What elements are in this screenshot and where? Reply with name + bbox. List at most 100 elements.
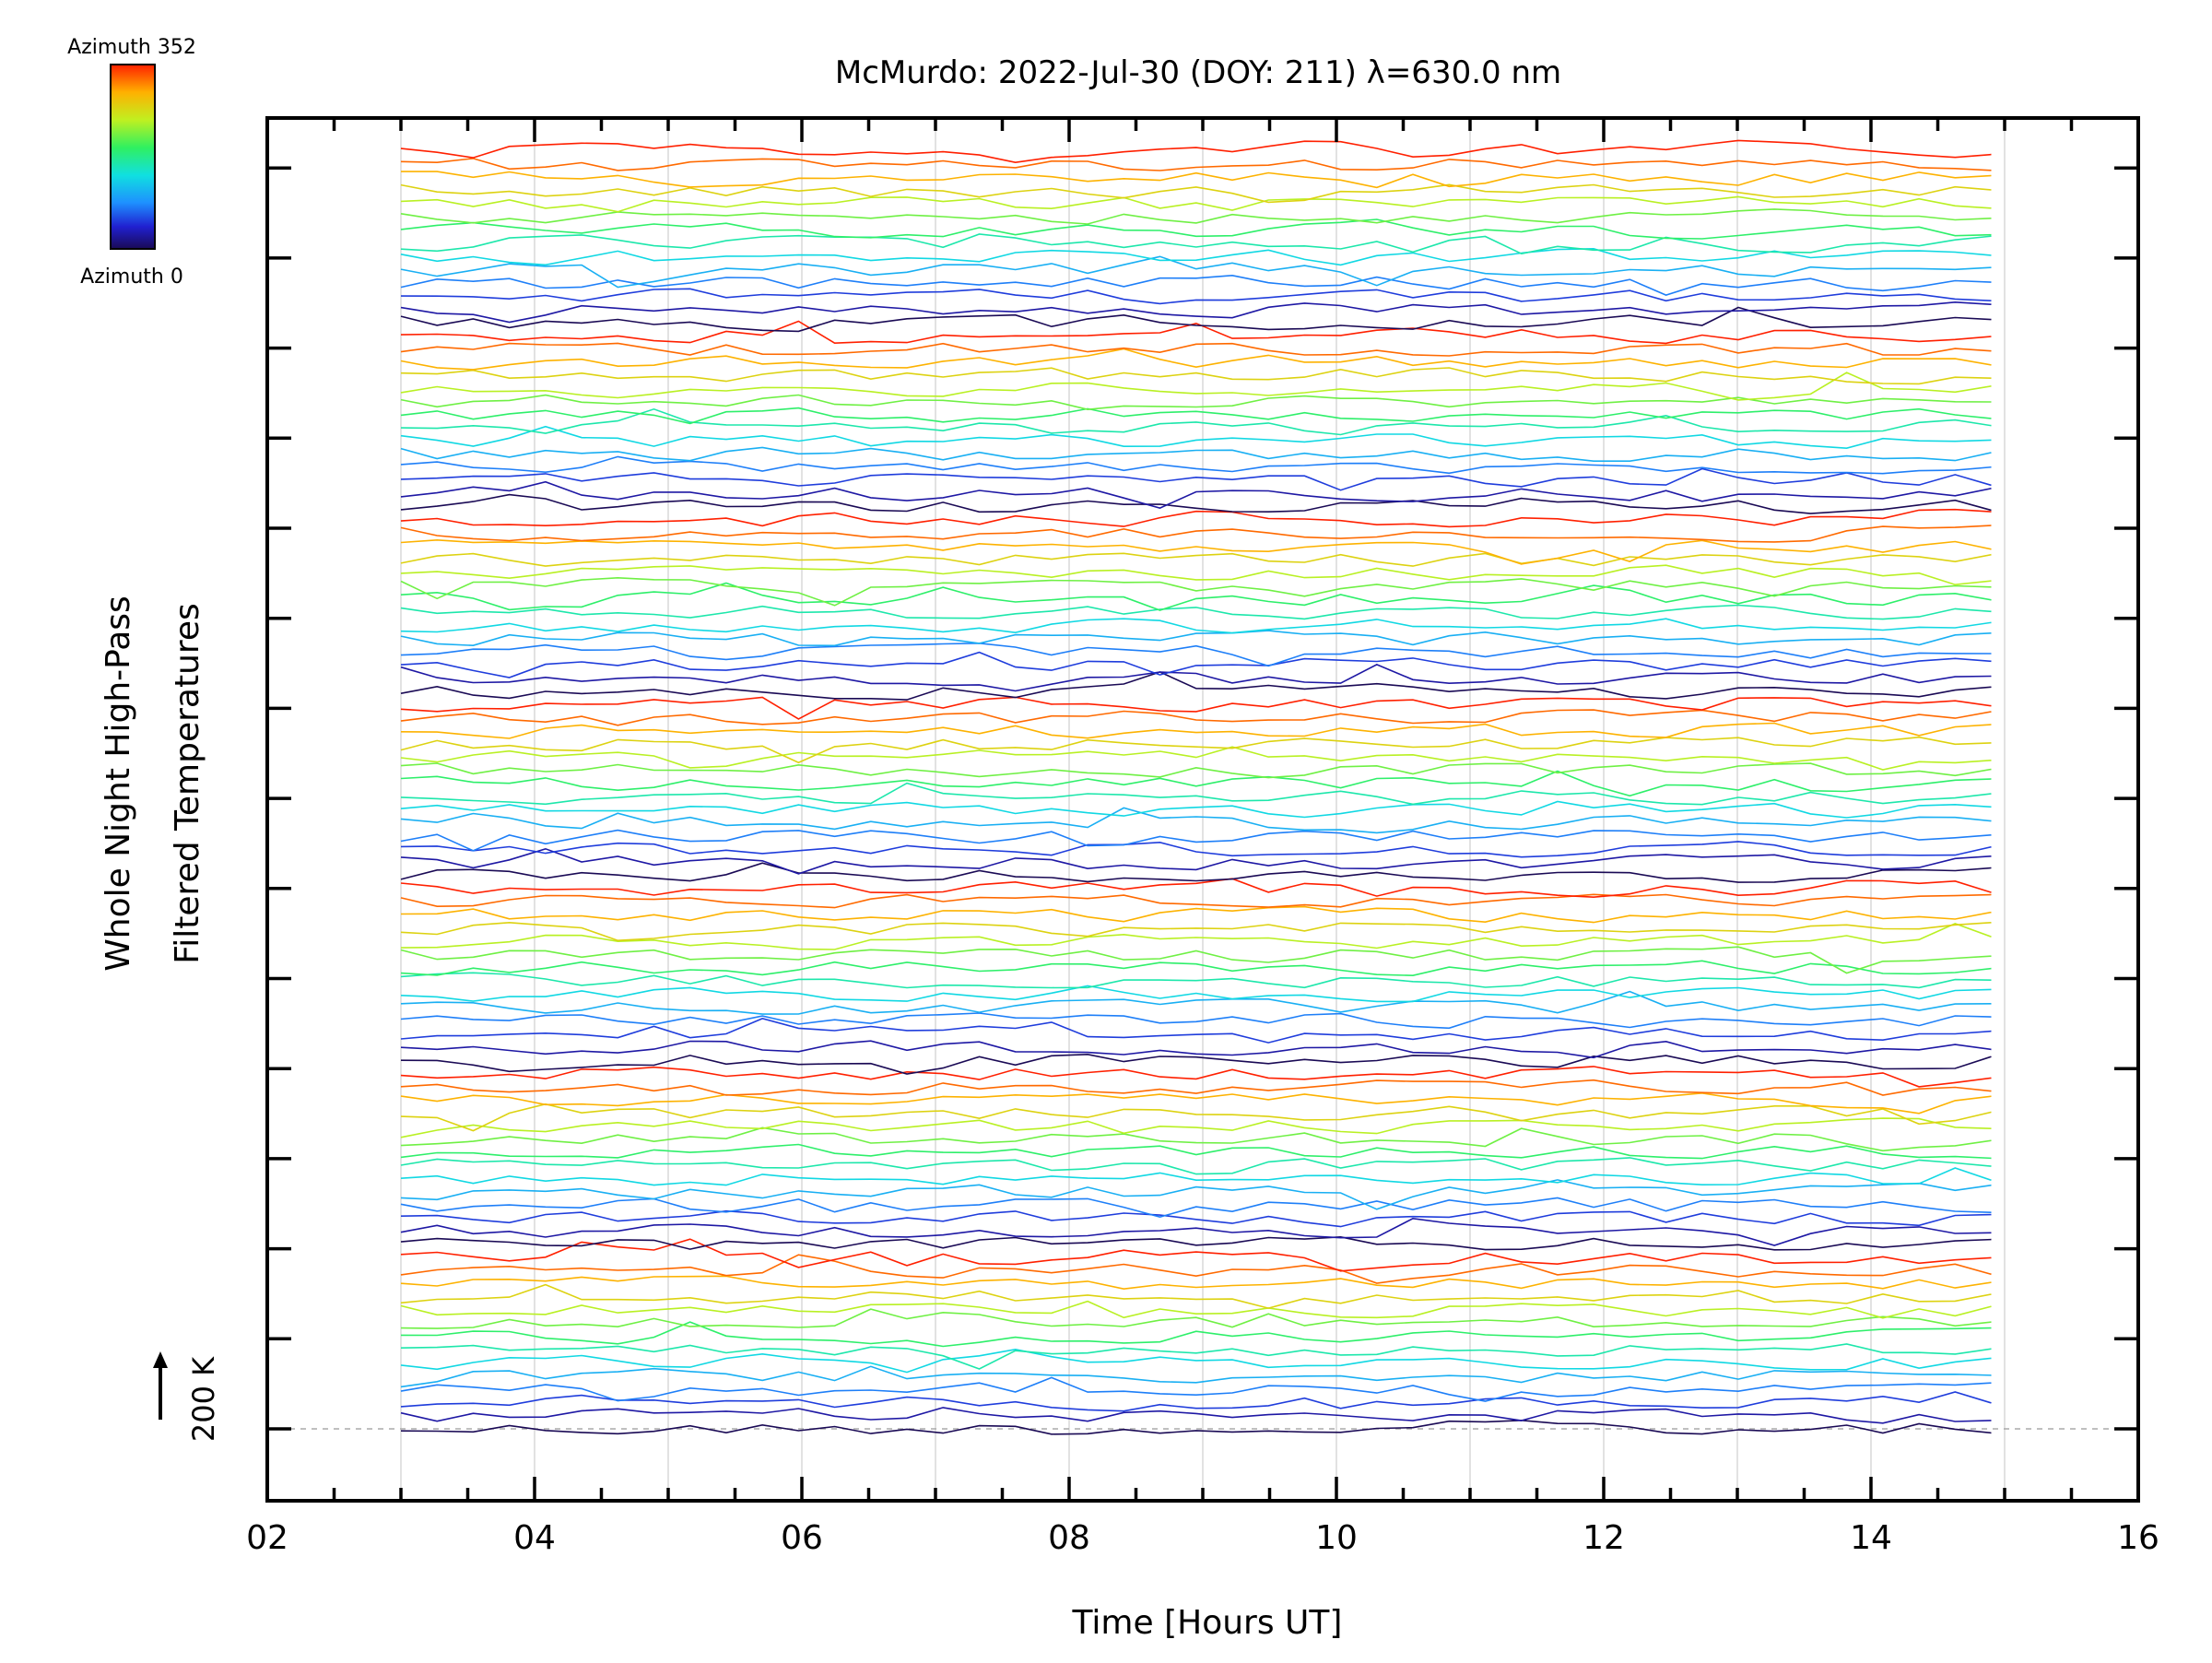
series-line [400,746,1992,771]
series-line [400,320,1992,345]
series-line [400,195,1992,213]
x-tick-label: 14 [1850,1519,1892,1557]
chart-title: McMurdo: 2022-Jul-30 (DOY: 211) λ=630.0 … [835,54,1561,91]
series-line [400,893,1992,909]
series-line [400,1179,1992,1210]
series-line [400,218,1992,240]
series-line [400,493,1992,514]
series-line [400,582,1992,611]
series-line [400,1407,1992,1424]
series-line [400,807,1992,834]
series-line [400,1275,1992,1291]
series-line [400,1040,1992,1059]
series-line [400,183,1992,204]
colorbar-top-label: Azimuth 352 [67,36,196,59]
series-line [400,1217,1992,1246]
series-line [400,1321,1992,1348]
series-line [400,1091,1992,1115]
series-line [400,1238,1992,1272]
series-line [400,564,1992,586]
series-line [400,618,1992,634]
series-line [400,847,1992,875]
series-line [400,696,1992,720]
series-line [400,139,1992,164]
series-line [400,288,1992,305]
series-line [400,1300,1992,1319]
series-line [400,1283,1992,1309]
series-line [400,247,1992,266]
y-axis-label-line2: Filtered Temperatures [169,603,206,964]
series-line [400,274,1992,296]
series-line [400,525,1992,543]
series-line [400,671,1992,701]
series-line [400,985,1992,1003]
x-tick-label: 16 [2117,1519,2159,1557]
series-line [400,800,1992,819]
series-line [400,1018,1992,1044]
series-line [400,841,1992,858]
x-tick-labels: 02 04 06 08 10 12 14 16 [246,1519,2159,1557]
y-axis-label-line1: Whole Night High-Pass [100,596,137,972]
series-line [400,425,1992,450]
series-line [400,508,1992,528]
series-line [400,407,1992,436]
series-line [400,1209,1992,1228]
x-axis-label: Time [Hours UT] [1072,1604,1343,1642]
scale-label: 200 K [186,1356,221,1442]
series-line [401,171,1992,189]
series-line [400,923,1992,950]
series-line [400,1376,1992,1402]
series-line [400,1167,1992,1186]
series-line [400,770,1992,797]
series-line [400,1419,1992,1435]
series-line [400,1197,1992,1219]
series-line [400,1117,1992,1138]
series-line [400,1348,1992,1374]
series-line [400,455,1992,475]
series-line [400,1066,1992,1088]
series-line [400,960,1992,977]
series-line [400,1343,1992,1370]
series-line [400,1143,1992,1160]
x-tick-label: 02 [246,1519,288,1557]
series-line [400,233,1992,255]
series-line [400,394,1992,411]
scale-arrow-head [153,1351,168,1368]
series-line [400,642,1992,667]
plot-frame [265,116,2140,1503]
x-tick-label: 06 [781,1519,823,1557]
series-line [400,208,1992,225]
x-tick-label: 04 [513,1519,556,1557]
series-line [400,1308,1992,1329]
series-line [400,651,1992,678]
series-line [400,905,1992,924]
series-line [400,604,1992,620]
colorbar-bottom-label: Azimuth 0 [80,265,183,289]
series-line [400,538,1992,565]
series-line [400,630,1992,647]
series-line [400,255,1992,289]
series-line [400,990,1992,1015]
series-line [400,946,1992,974]
series-line [400,158,1992,171]
series-line [400,782,1992,806]
series-line [400,367,1992,385]
series-line [400,862,1992,883]
series-line [400,301,1992,324]
series-line [400,1391,1992,1412]
series-line [400,480,1992,509]
series-line [400,576,1992,607]
x-tick-label: 12 [1583,1519,1625,1557]
x-tick-label: 10 [1315,1519,1358,1557]
series-line [400,972,1992,989]
series-line [400,1053,1992,1075]
series-line [400,736,1992,764]
series-line [400,762,1992,779]
series-line [400,1079,1992,1096]
x-tick-label: 08 [1048,1519,1090,1557]
series-line [400,1157,1992,1175]
series-line [400,372,1992,401]
series-line [400,921,1992,942]
